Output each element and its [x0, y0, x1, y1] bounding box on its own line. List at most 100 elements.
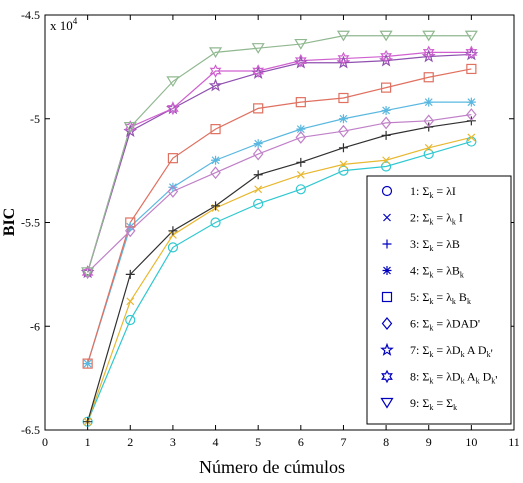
series-2-point — [382, 156, 391, 165]
legend-marker-5 — [381, 291, 393, 303]
series-line-5 — [87, 68, 472, 364]
series-line-6 — [87, 114, 472, 273]
series-1-point — [423, 148, 434, 160]
series-8-point — [337, 51, 350, 66]
legend-label-1: 1: Σk = λI — [410, 184, 456, 200]
series-9-point — [422, 30, 436, 42]
y-tick-label: -6.5 — [21, 423, 40, 437]
legend-label-2: 2: Σk = λk I — [410, 211, 463, 227]
y-tick-label: -6 — [30, 319, 40, 333]
y-axis-exponent: x 104 — [50, 16, 78, 33]
series-9-point — [166, 76, 180, 88]
series-1-point — [210, 217, 221, 228]
series-2-point — [126, 297, 135, 306]
legend-marker-6 — [381, 317, 393, 330]
series-6-point — [295, 130, 307, 144]
x-tick-label: 8 — [383, 435, 389, 449]
series-9-point — [81, 267, 95, 278]
x-tick-label: 10 — [465, 435, 477, 449]
series-9-point — [336, 30, 351, 42]
series-4-point — [338, 114, 348, 124]
series-2-point — [424, 143, 433, 152]
series-3-point — [211, 201, 221, 211]
legend-label-4: 4: Σk = λBk — [410, 264, 464, 280]
series-5-point — [253, 103, 264, 114]
series-9-point — [208, 47, 223, 59]
series-1-point — [167, 242, 179, 253]
series-4-point — [381, 105, 391, 115]
series-6-point — [167, 184, 179, 198]
series-4-point — [168, 182, 178, 192]
series-6-point — [380, 116, 392, 130]
series-8-point — [167, 101, 179, 116]
y-tick-label: -4.5 — [21, 8, 40, 22]
x-tick-label: 6 — [298, 435, 304, 449]
series-6-point — [210, 166, 221, 180]
legend-label-7: 7: Σk = λDk A Dk' — [410, 343, 493, 360]
x-tick-label: 2 — [127, 435, 133, 449]
axis-ticks: 0 1 2 3 4 5 6 7 8 9 10 11 -6.5 -6 -5.5 -5 -4.5 — [21, 8, 520, 449]
series-9-point — [251, 43, 265, 54]
series-5-point — [423, 72, 434, 83]
series-5-point — [295, 97, 306, 108]
x-tick-label: 5 — [255, 435, 261, 449]
series-8-point — [294, 53, 307, 68]
x-tick-label: 3 — [170, 435, 176, 449]
series-line-2 — [87, 136, 472, 422]
x-tick-label: 0 — [42, 435, 48, 449]
series-3-point — [168, 226, 178, 236]
series-2-point — [467, 133, 476, 142]
series-4-point — [83, 359, 93, 369]
y-axis-label: BIC — [1, 208, 18, 236]
series-6-point — [338, 124, 349, 138]
series-8-point — [209, 64, 222, 78]
legend-label-5: 5: Σk = λk Bk — [410, 290, 471, 306]
series-1-point — [295, 184, 306, 195]
series-9-point — [464, 30, 478, 42]
series-3-point — [83, 417, 93, 427]
legend-marker-4 — [382, 266, 392, 275]
series-6-point — [466, 108, 477, 122]
series-5-point — [167, 153, 179, 164]
legend: 1: Σk = λI 2: Σk = λk I 3: Σk = λB 4: Σk = … — [366, 175, 512, 425]
series-9-point — [123, 121, 137, 133]
legend-marker-7 — [380, 342, 394, 356]
series-7-point — [208, 78, 223, 92]
legend-label-8: 8: Σk = λDk Ak Dk' — [410, 370, 497, 387]
series-4-point — [466, 97, 476, 107]
series-line-4 — [87, 101, 472, 364]
y-tick-label: -5 — [30, 112, 40, 126]
series-5-point — [466, 63, 477, 75]
x-tick-label: 1 — [85, 435, 91, 449]
series-3-point — [253, 170, 263, 180]
series-3-point — [125, 269, 135, 279]
series-1-point — [338, 165, 349, 176]
legend-marker-2 — [383, 213, 391, 222]
x-tick-label: 4 — [213, 435, 219, 449]
legend-marker-9 — [380, 397, 394, 409]
series-8-point — [380, 49, 392, 64]
x-tick-label: 11 — [508, 435, 520, 449]
series-8-point — [465, 45, 478, 60]
series-5-point — [380, 82, 392, 93]
series-1-point — [380, 161, 392, 172]
series-6-point — [423, 114, 435, 128]
series-6-point — [124, 224, 136, 238]
legend-marker-3 — [382, 239, 392, 249]
legend-label-3: 3: Σk = λB — [410, 237, 460, 253]
x-tick-label: 9 — [426, 435, 432, 449]
series-4-point — [253, 139, 263, 149]
series-4-point — [424, 97, 434, 107]
series-line-9 — [87, 35, 472, 273]
series-5-point — [338, 92, 349, 104]
legend-label-6: 6: Σk = λDAD' — [410, 317, 480, 333]
y-tick-label: -5.5 — [21, 216, 40, 230]
series-line-1 — [87, 141, 472, 422]
legend-marker-1 — [381, 185, 393, 197]
series-line-7 — [87, 53, 472, 273]
series-2-point — [254, 185, 263, 194]
series-5-point — [125, 217, 136, 228]
series-5-point — [82, 358, 93, 369]
series-1-point — [125, 314, 136, 326]
series-6-point — [252, 147, 264, 161]
